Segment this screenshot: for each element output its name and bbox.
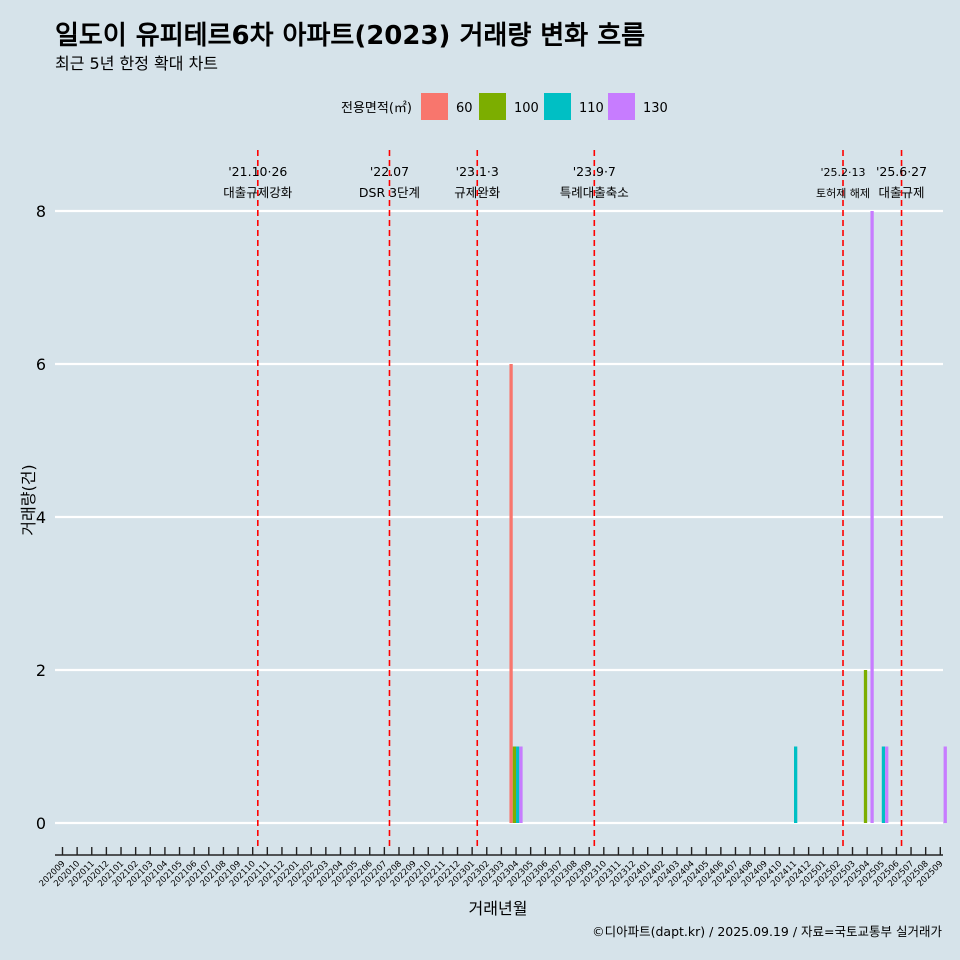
event-date: '25.2·13	[821, 166, 866, 179]
legend-swatch-130	[608, 93, 635, 120]
event-date: '25.6·27	[876, 164, 927, 179]
event-date: '23.9·7	[573, 164, 616, 179]
legend-swatch-100	[479, 93, 506, 120]
event-label: 특례대출축소	[560, 185, 629, 200]
bar-110-202304	[516, 746, 520, 823]
chart-subtitle: 최근 5년 한정 확대 차트	[55, 54, 218, 73]
bar-110-202411	[794, 746, 798, 823]
event-label: 대출규제강화	[223, 185, 293, 200]
y-tick-label: 0	[36, 814, 46, 833]
event-date: '23.1·3	[456, 164, 499, 179]
legend-label-60: 60	[456, 101, 473, 116]
bar-130-202505	[885, 746, 889, 823]
bar-100-202304	[512, 746, 517, 823]
bar-110-202505	[881, 746, 886, 823]
legend-label-110: 110	[579, 101, 604, 116]
bar-130-202304	[519, 746, 523, 823]
legend-label-100: 100	[514, 101, 539, 116]
bar-130-202509	[943, 746, 947, 823]
legend-title: 전용면적(㎡)	[341, 101, 412, 116]
caption: ©디아파트(dapt.kr) / 2025.09.19 / 자료=국토교통부 실…	[592, 924, 942, 939]
y-axis: 0 2 4 6 8	[36, 202, 46, 833]
y-tick-label: 6	[36, 355, 46, 374]
event-date: '21.10·26	[228, 164, 287, 179]
legend-swatch-60	[421, 93, 448, 120]
bars	[509, 211, 947, 823]
bar-130-202504	[870, 211, 874, 823]
bar-60-202304	[509, 364, 513, 823]
bar-100-202504	[863, 670, 868, 823]
y-tick-label: 8	[36, 202, 46, 221]
x-axis: 2020092020102020112020122021012021022021…	[38, 847, 945, 889]
chart-title: 일도이 유피테르6차 아파트(2023) 거래량 변화 흐름	[55, 21, 645, 51]
event-label: DSR 3단계	[359, 185, 420, 200]
y-tick-label: 4	[36, 508, 46, 527]
legend-swatch-110	[544, 93, 571, 120]
event-label: 규제완화	[454, 185, 501, 200]
event-label: 대출규제	[879, 185, 925, 200]
event-markers: '21.10·26 대출규제강화 '22.07 DSR 3단계 '23.1·3 규제완화 '…	[223, 150, 927, 848]
legend: 전용면적(㎡) 60 100 110 130	[341, 93, 668, 120]
gridlines	[55, 209, 943, 825]
legend-label-130: 130	[643, 101, 668, 116]
y-tick-label: 2	[36, 661, 46, 680]
x-axis-label: 거래년월	[469, 899, 528, 918]
y-axis-label: 거래량(건)	[19, 464, 38, 535]
event-date: '22.07	[370, 164, 409, 179]
event-label: 토허제 해제	[816, 186, 870, 200]
